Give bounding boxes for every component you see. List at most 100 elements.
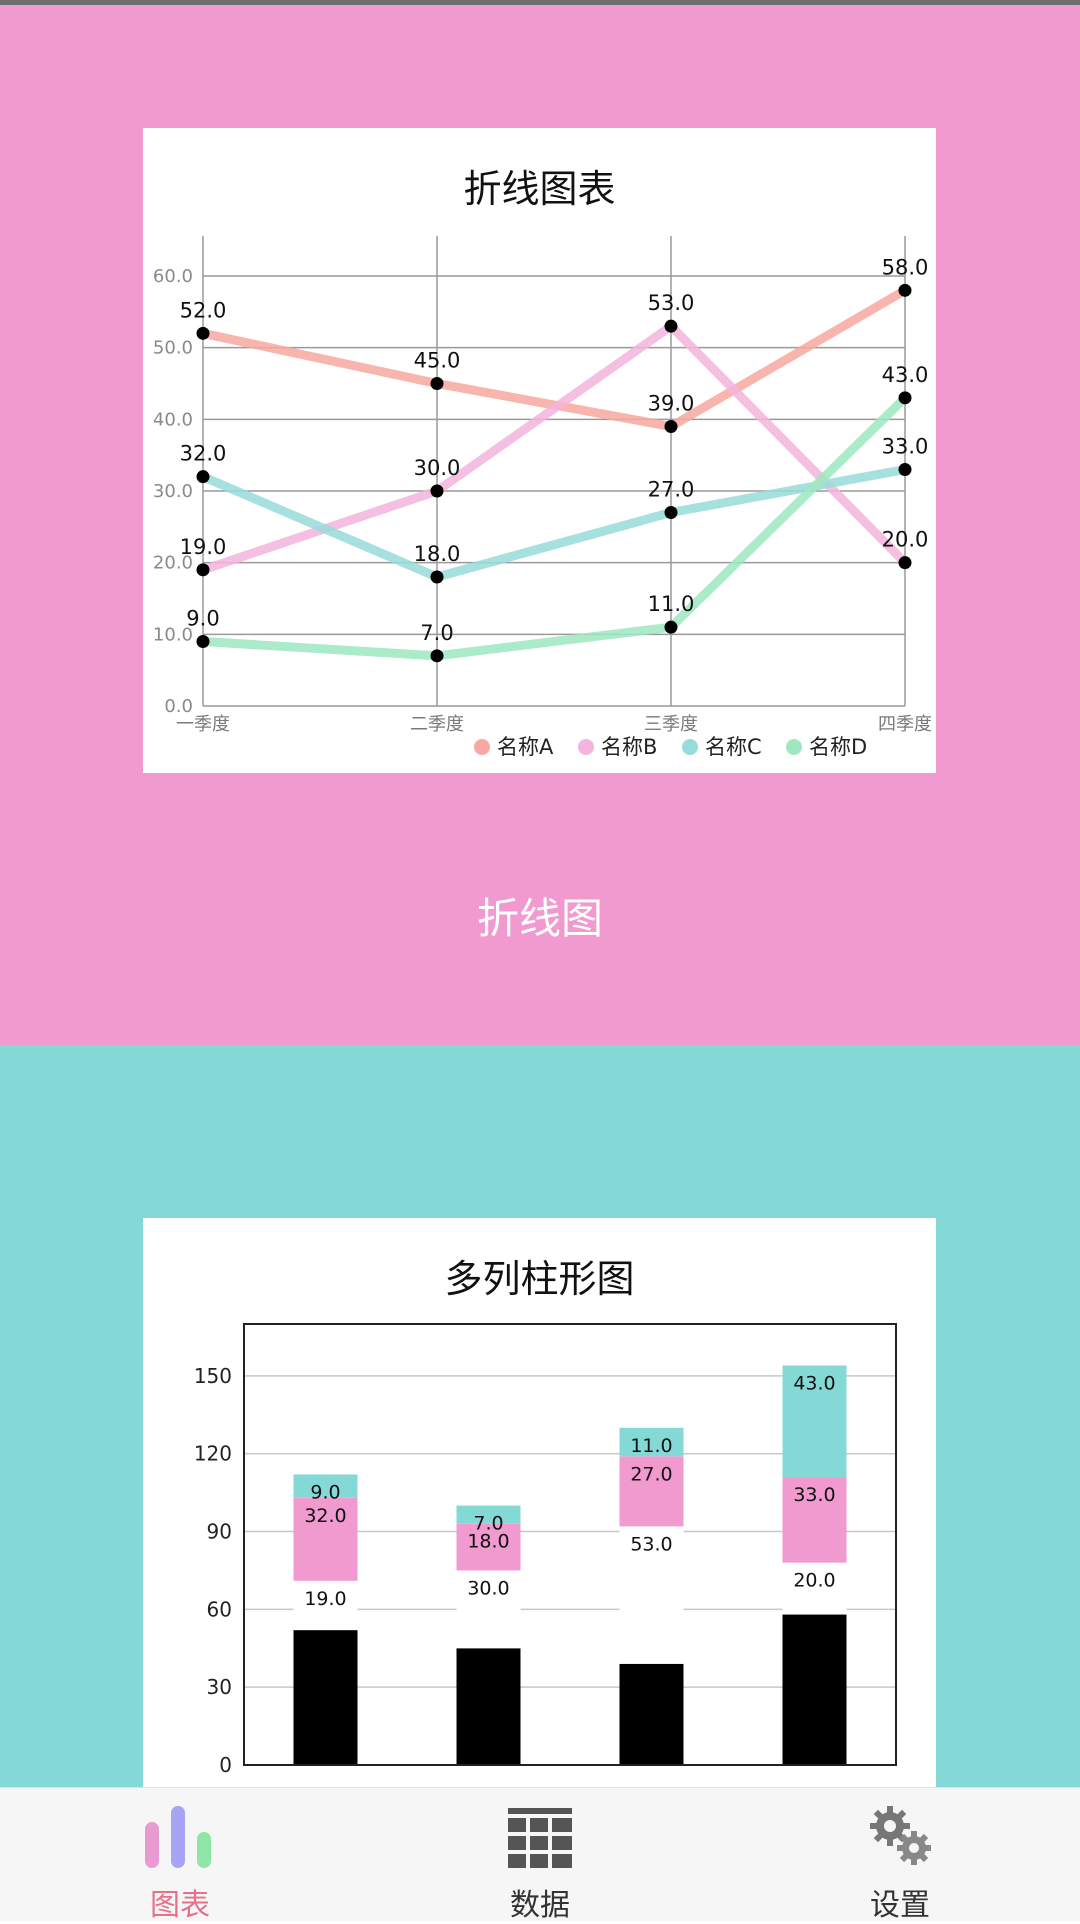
data-point [898, 463, 912, 476]
y-tick-label: 60 [207, 1597, 232, 1621]
line-chart-caption: 折线图 [476, 894, 603, 943]
y-tick-label: 20.0 [153, 553, 193, 574]
tab-settings-label: 设置 [870, 1888, 930, 1923]
bar-value-label: 30.0 [467, 1577, 509, 1599]
y-tick-label: 150 [194, 1364, 232, 1388]
legend-label: 名称B [601, 735, 657, 759]
bar-chart-icon [145, 1806, 211, 1868]
x-tick-label: 三季度 [644, 714, 698, 735]
bar-segment [293, 1580, 358, 1631]
data-point [898, 556, 912, 570]
bar-segment [782, 1562, 847, 1615]
legend-marker [578, 739, 594, 755]
data-label: 33.0 [882, 435, 929, 459]
data-point [664, 420, 678, 433]
bar-segment [293, 1474, 358, 1498]
data-label: 9.0 [186, 607, 219, 631]
y-tick-label: 120 [194, 1442, 232, 1466]
tab-charts-label: 图表 [150, 1888, 210, 1923]
data-label: 20.0 [882, 528, 929, 552]
bar-segment [619, 1526, 684, 1664]
data-label: 27.0 [648, 478, 695, 502]
legend-marker [474, 739, 490, 755]
gears-icon [870, 1806, 931, 1865]
y-tick-label: 40.0 [153, 409, 193, 430]
x-tick-label: 四季度 [878, 714, 932, 735]
data-point [430, 649, 444, 663]
data-label: 53.0 [648, 291, 695, 315]
data-label: 18.0 [414, 542, 461, 566]
legend-label: 名称A [497, 735, 554, 759]
tab-settings[interactable]: 设置 [800, 1788, 1000, 1923]
data-label: 30.0 [414, 456, 461, 480]
bar-segment [619, 1456, 684, 1527]
data-label: 52.0 [180, 298, 227, 322]
data-label: 43.0 [882, 363, 929, 387]
data-point [196, 635, 210, 648]
y-tick-label: 30.0 [153, 481, 193, 502]
legend-label: 名称D [809, 735, 867, 759]
legend-marker [682, 739, 698, 755]
legend-marker [786, 739, 802, 755]
data-point [430, 484, 444, 498]
bar-segment [456, 1570, 521, 1649]
bar-value-label: 9.0 [310, 1481, 340, 1503]
data-label: 19.0 [180, 535, 227, 559]
bar-segment [619, 1427, 684, 1457]
y-tick-label: 90 [207, 1520, 232, 1544]
data-point [196, 470, 210, 484]
data-point [898, 391, 912, 405]
data-label: 39.0 [648, 392, 695, 416]
line-chart-title: 折线图表 [463, 167, 616, 211]
bar-value-label: 32.0 [304, 1505, 346, 1527]
bar-value-label: 27.0 [630, 1463, 672, 1485]
data-point [898, 283, 912, 297]
bottom-tab-bar: 图表 数据 [0, 1787, 1080, 1923]
data-label: 45.0 [414, 349, 461, 373]
data-label: 7.0 [420, 621, 453, 645]
data-point [664, 620, 678, 634]
series-line [198, 465, 910, 582]
data-point [664, 319, 678, 333]
bar-value-label: 11.0 [630, 1435, 672, 1457]
bar-value-label: 7.0 [473, 1513, 503, 1535]
bar-segment [293, 1630, 358, 1765]
bar-value-label: 33.0 [793, 1484, 835, 1506]
data-point [430, 570, 444, 584]
tab-data[interactable]: 数据 [440, 1788, 640, 1923]
y-tick-label: 0.0 [164, 696, 193, 717]
line-chart: 0.0 10.0 20.0 30.0 40.0 50.0 60.0 一季度 二季度 三季度 四季度 5… [153, 236, 932, 759]
data-point [196, 326, 210, 340]
tab-data-label: 数据 [510, 1888, 570, 1923]
status-strip [0, 0, 1080, 5]
y-tick-label: 30 [207, 1675, 232, 1699]
data-label: 11.0 [648, 592, 695, 616]
data-point [430, 377, 444, 390]
y-tick-label: 50.0 [153, 338, 193, 359]
y-tick-label: 10.0 [153, 624, 193, 645]
bar-segment [293, 1497, 358, 1581]
legend-label: 名称C [705, 735, 762, 759]
bar-value-label: 20.0 [793, 1570, 835, 1592]
data-label: 58.0 [882, 255, 929, 279]
bar-segment [619, 1663, 684, 1765]
bar-chart-card: 多列柱形图 0 30 60 90 120 150 19.0 32.0 9.0 30.0 18.0 7.… [143, 1218, 936, 1787]
data-label: 32.0 [180, 442, 227, 466]
y-tick-label: 60.0 [153, 266, 193, 287]
bar-segment [782, 1365, 847, 1478]
bar-value-label: 53.0 [630, 1533, 672, 1555]
bar-segment [782, 1614, 847, 1765]
tab-charts[interactable]: 图表 [80, 1788, 280, 1923]
series-line [198, 321, 910, 575]
bar-segment [456, 1523, 521, 1571]
data-point [664, 506, 678, 519]
bar-value-label: 18.0 [467, 1531, 509, 1553]
bar-chart-title: 多列柱形图 [444, 1257, 635, 1301]
grid-table-icon [508, 1808, 572, 1868]
x-tick-label: 二季度 [410, 714, 464, 735]
bar-value-label: 43.0 [793, 1373, 835, 1395]
data-point [196, 563, 210, 577]
bar-segment [456, 1648, 521, 1765]
plot-frame [243, 1323, 897, 1766]
x-tick-label: 一季度 [176, 714, 230, 735]
